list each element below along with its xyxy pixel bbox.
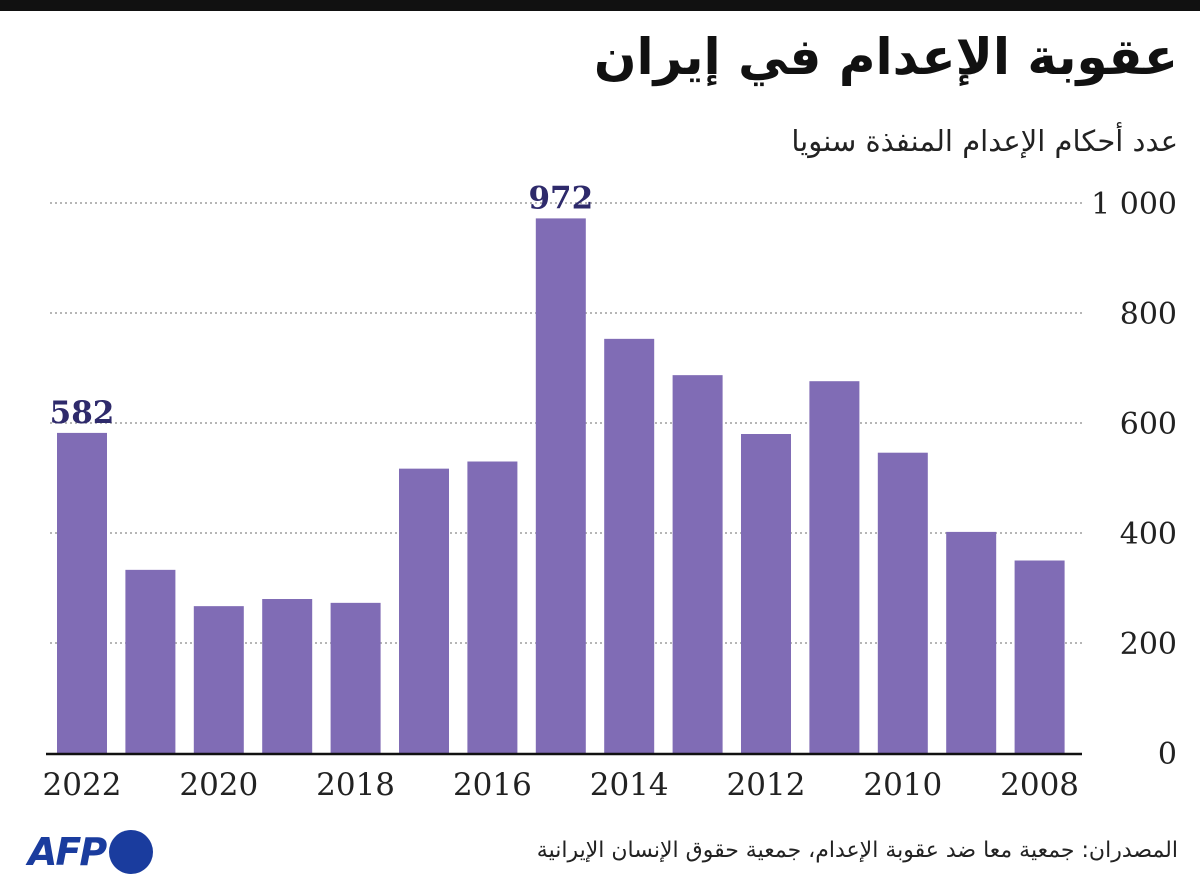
bar-2017 — [399, 468, 449, 753]
data-label-2022: 582 — [50, 395, 115, 431]
bar-chart: 0 200 400 600 800 1 000 2022 2020 2018 2016 2014 20… — [43, 180, 1177, 803]
x-tick-label-2020: 2020 — [179, 767, 258, 803]
x-tick-label-2012: 2012 — [727, 767, 806, 803]
x-tick-label-2008: 2008 — [1000, 767, 1079, 803]
bar-2015 — [535, 218, 586, 753]
labels: 0 200 400 600 800 1 000 2022 2020 2018 2016 2014 20… — [43, 180, 1177, 803]
afp-logo: AFP — [28, 828, 154, 876]
x-tick-label-2022: 2022 — [43, 767, 122, 803]
bar-2019 — [262, 599, 313, 753]
bar-2021 — [125, 569, 176, 753]
bar-2010 — [877, 452, 928, 753]
bar-2018 — [330, 602, 381, 753]
y-tick-label-0: 0 — [1158, 737, 1177, 772]
bar-2014 — [604, 338, 655, 753]
bar-2020 — [193, 606, 244, 753]
x-tick-label-2014: 2014 — [590, 767, 669, 803]
data-label-2015: 972 — [528, 180, 593, 216]
chart-subtitle: عدد أحكام الإعدام المنفذة سنويا — [791, 124, 1178, 158]
afp-logo-text: AFP — [28, 830, 107, 874]
y-tick-label-200: 200 — [1120, 627, 1177, 662]
bar-2022 — [57, 432, 107, 753]
x-tick-label-2018: 2018 — [316, 767, 395, 803]
bars — [57, 218, 1065, 753]
bar-2008 — [1014, 560, 1065, 753]
x-tick-label-2016: 2016 — [453, 767, 532, 803]
y-tick-label-1000: 1 000 — [1091, 187, 1177, 222]
top-rule — [0, 0, 1200, 11]
bar-2016 — [467, 461, 518, 753]
chart-title: عقوبة الإعدام في إيران — [593, 28, 1178, 86]
bar-2009 — [946, 531, 997, 753]
afp-logo-circle-icon — [109, 830, 154, 874]
bar-2011 — [809, 381, 860, 753]
x-tick-label-2010: 2010 — [863, 767, 942, 803]
y-tick-label-400: 400 — [1120, 517, 1177, 552]
y-tick-label-800: 800 — [1120, 297, 1177, 332]
source-note: المصدران: جمعية معا ضد عقوبة الإعدام، جم… — [536, 838, 1178, 863]
bar-2012 — [741, 434, 791, 753]
bar-2013 — [672, 375, 723, 753]
y-tick-label-600: 600 — [1120, 407, 1177, 442]
